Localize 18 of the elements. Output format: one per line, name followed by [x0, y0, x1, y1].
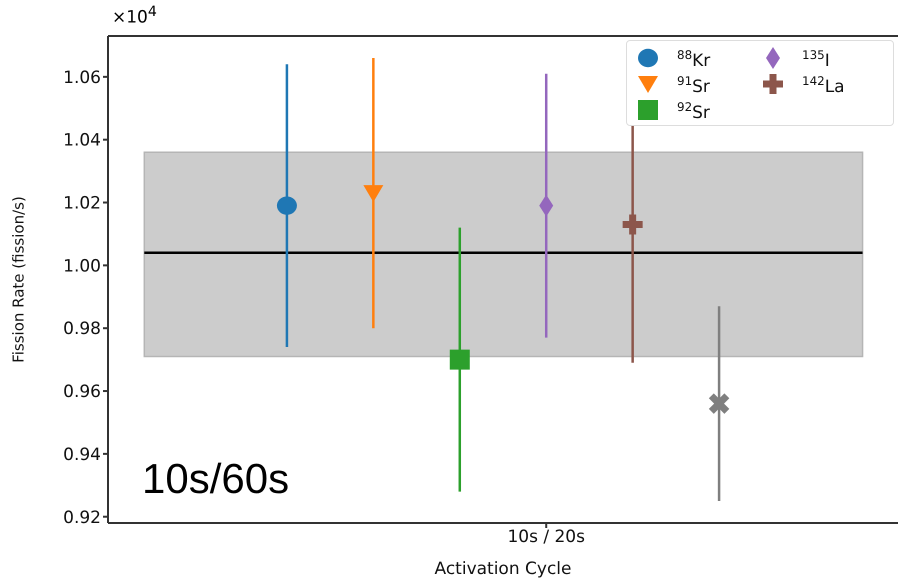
x-axis-title: Activation Cycle	[434, 559, 572, 579]
y-tick-label: 0.96	[63, 382, 101, 402]
text: ×10$^{4}$	[112, 4, 157, 28]
x-tick-label: 10s / 20s	[507, 527, 586, 548]
legend-label: $^{142}$La	[802, 74, 845, 97]
legend-label: $^{135}$I	[802, 48, 830, 71]
annotation: 10s/60s	[142, 455, 290, 503]
legend-label: $^{91}$Sr	[677, 74, 710, 97]
y-tick-label: 0.98	[63, 319, 101, 340]
y-tick-label: 1.00	[63, 256, 101, 276]
legend-label: $^{92}$Sr	[677, 100, 710, 123]
y-tick-label: 1.06	[63, 68, 101, 88]
y-tick-label: 1.02	[63, 194, 101, 214]
y-tick-label: 0.94	[63, 444, 101, 465]
y-tick-label: 1.04	[63, 130, 101, 151]
y-axis-title: Fission Rate (fission/s)	[9, 196, 28, 363]
legend-label: $^{88}$Kr	[677, 48, 710, 71]
y-tick-label: 0.92	[63, 508, 101, 528]
